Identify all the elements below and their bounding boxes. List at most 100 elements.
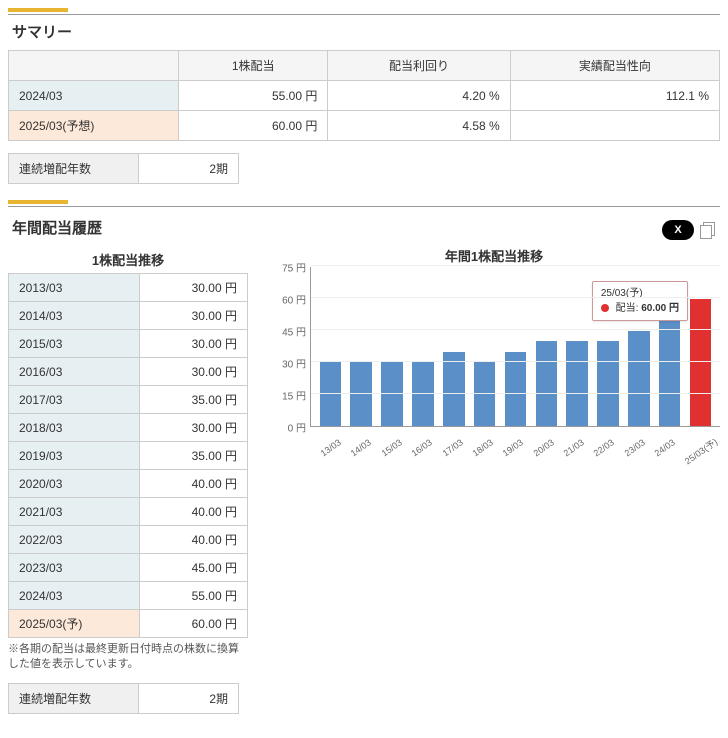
history-title: 年間配当履歴 [12, 217, 102, 238]
tooltip-dot-icon [601, 304, 609, 312]
table-row: 2020/0340.00 円 [9, 470, 248, 498]
chart-bar[interactable] [690, 299, 712, 426]
streak-label: 連続増配年数 [9, 683, 139, 713]
x-tick-label: 24/03 [650, 435, 682, 463]
x-tick-label: 16/03 [407, 435, 439, 463]
chart-bar[interactable] [505, 352, 527, 426]
x-tick-label: 25/03(予) [681, 435, 719, 467]
summary-cell [510, 111, 719, 141]
table-row: 2023/0345.00 円 [9, 554, 248, 582]
y-tick-label: 15 円 [282, 388, 306, 403]
tooltip-value: 60.00 円 [641, 303, 679, 314]
share-x-button[interactable]: X [662, 220, 694, 240]
history-period: 2024/03 [9, 582, 140, 610]
chart-bar[interactable] [381, 362, 403, 426]
table-row: 2018/0330.00 円 [9, 414, 248, 442]
streak-label: 連続増配年数 [9, 154, 139, 184]
history-period: 2019/03 [9, 442, 140, 470]
table-row: 2019/0335.00 円 [9, 442, 248, 470]
y-tick-label: 45 円 [282, 324, 306, 339]
history-value: 40.00 円 [140, 526, 248, 554]
streak-value: 2期 [139, 154, 239, 184]
copy-icon[interactable] [700, 222, 716, 238]
table-row: 2024/0355.00 円 [9, 582, 248, 610]
x-tick-label: 20/03 [528, 435, 560, 463]
x-tick-label: 21/03 [558, 435, 590, 463]
bar-slot [531, 267, 562, 426]
bar-slot [500, 267, 531, 426]
history-period: 2013/03 [9, 274, 140, 302]
chart-bar[interactable] [443, 352, 465, 426]
chart-bar[interactable] [474, 362, 496, 426]
bar-slot [562, 267, 593, 426]
history-value: 55.00 円 [140, 582, 248, 610]
history-streak-table: 連続増配年数 2期 [8, 683, 239, 714]
table-row: 2014/0330.00 円 [9, 302, 248, 330]
summary-title: サマリー [12, 21, 720, 42]
history-value: 30.00 円 [140, 358, 248, 386]
x-tick-label: 22/03 [589, 435, 621, 463]
chart-bar[interactable] [628, 331, 650, 426]
history-period: 2014/03 [9, 302, 140, 330]
grid-line [311, 361, 720, 362]
history-value: 35.00 円 [140, 442, 248, 470]
chart-bar[interactable] [350, 362, 372, 426]
chart-bar[interactable] [659, 309, 681, 426]
bar-slot [377, 267, 408, 426]
history-table: 2013/0330.00 円2014/0330.00 円2015/0330.00… [8, 273, 248, 638]
table-row: 2016/0330.00 円 [9, 358, 248, 386]
y-tick-label: 75 円 [282, 260, 306, 275]
x-tick-label: 19/03 [498, 435, 530, 463]
streak-value: 2期 [139, 683, 239, 713]
history-period: 2020/03 [9, 470, 140, 498]
bar-slot [315, 267, 346, 426]
summary-th-blank [9, 51, 179, 81]
summary-period: 2024/03 [9, 81, 179, 111]
chart-bar[interactable] [566, 341, 588, 426]
history-period: 2016/03 [9, 358, 140, 386]
history-value: 30.00 円 [140, 330, 248, 358]
history-value: 60.00 円 [140, 610, 248, 638]
history-value: 30.00 円 [140, 274, 248, 302]
history-period: 2015/03 [9, 330, 140, 358]
chart-bar[interactable] [536, 341, 558, 426]
chart-title: 年間1株配当推移 [268, 246, 720, 265]
tooltip-label: 配当: [616, 303, 639, 314]
bar-slot [438, 267, 469, 426]
y-tick-label: 30 円 [282, 356, 306, 371]
table-row: 2017/0335.00 円 [9, 386, 248, 414]
summary-cell: 4.20 % [328, 81, 510, 111]
tooltip-header: 25/03(予) [601, 286, 679, 301]
grid-line [311, 393, 720, 394]
x-tick-label: 13/03 [315, 435, 347, 463]
history-value: 35.00 円 [140, 386, 248, 414]
history-period: 2025/03(予) [9, 610, 140, 638]
summary-cell: 60.00 円 [179, 111, 328, 141]
y-tick-label: 0 円 [288, 420, 306, 435]
table-row: 2025/03(予想)60.00 円4.58 % [9, 111, 720, 141]
summary-th-yield: 配当利回り [328, 51, 510, 81]
x-tick-label: 17/03 [437, 435, 469, 463]
chart-bar[interactable] [597, 341, 619, 426]
table-row: 2022/0340.00 円 [9, 526, 248, 554]
history-value: 30.00 円 [140, 414, 248, 442]
summary-table: 1株配当 配当利回り 実績配当性向 2024/0355.00 円4.20 %11… [8, 50, 720, 141]
history-value: 45.00 円 [140, 554, 248, 582]
summary-th-dps: 1株配当 [179, 51, 328, 81]
chart-bar[interactable] [412, 362, 434, 426]
chart-bar[interactable] [320, 362, 342, 426]
summary-th-payout: 実績配当性向 [510, 51, 719, 81]
x-tick-label: 23/03 [619, 435, 651, 463]
bar-slot [408, 267, 439, 426]
section-rule [8, 14, 720, 15]
y-tick-label: 60 円 [282, 292, 306, 307]
history-table-title: 1株配当推移 [8, 250, 248, 269]
bar-slot [346, 267, 377, 426]
section-accent [8, 200, 68, 204]
history-value: 40.00 円 [140, 498, 248, 526]
summary-cell: 112.1 % [510, 81, 719, 111]
section-accent [8, 8, 68, 12]
summary-period: 2025/03(予想) [9, 111, 179, 141]
summary-streak-table: 連続増配年数 2期 [8, 153, 239, 184]
bar-slot [469, 267, 500, 426]
